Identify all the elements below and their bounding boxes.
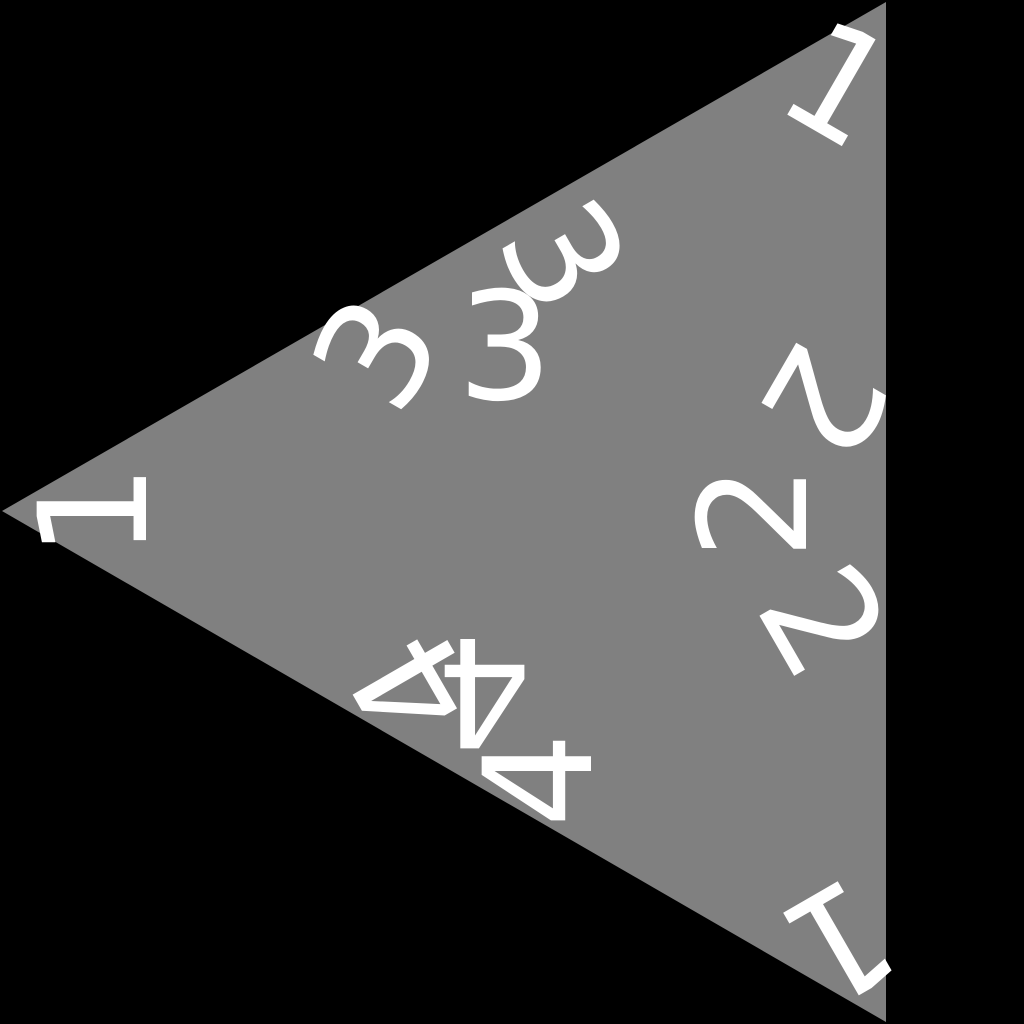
- face-label-top-2: 3: [457, 261, 552, 435]
- face-label-right-2: 2: [668, 464, 842, 559]
- face-label-bottom-2: 4: [436, 603, 531, 777]
- triangle-face: [2, 2, 886, 1022]
- corner-label-left-tip: 1: [8, 463, 182, 558]
- face-label-bottom-3: 4: [453, 732, 627, 827]
